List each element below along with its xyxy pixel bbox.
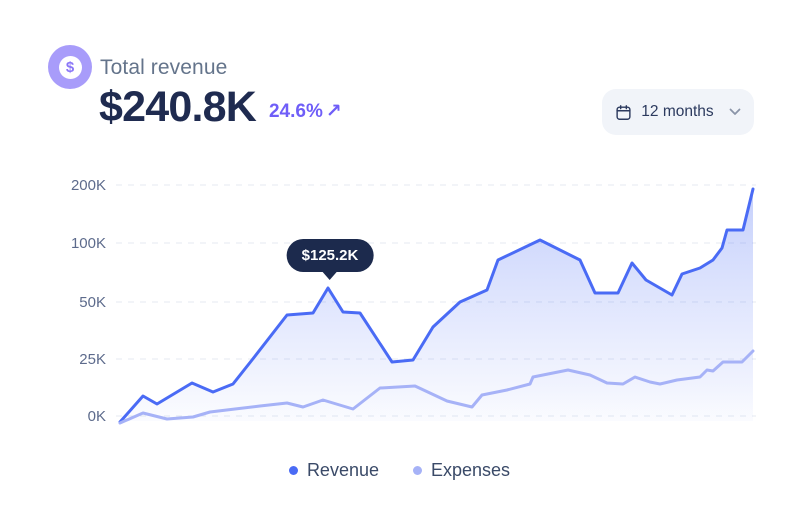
legend-item-revenue[interactable]: Revenue (288, 460, 379, 481)
total-revenue-value: $240.8K (99, 83, 257, 131)
revenue-dot-icon (288, 466, 298, 475)
tooltip-value: $125.2K (301, 247, 359, 264)
legend-label-revenue: Revenue (306, 460, 379, 480)
chevron-down-icon (729, 108, 741, 116)
y-tick-label: 0K (88, 408, 106, 425)
chart-tooltip: $125.2K (286, 239, 374, 272)
period-label: 12 months (641, 103, 714, 120)
trend-up-arrow-icon: ↗ (325, 101, 342, 123)
expenses-dot-icon (413, 466, 422, 475)
card-title: Total revenue (100, 56, 228, 79)
revenue-line (118, 187, 755, 424)
change-percent: 24.6% (268, 100, 323, 122)
y-tick-label: 200K (71, 177, 106, 194)
calendar-icon (615, 104, 632, 121)
dollar-symbol: $ (58, 55, 82, 79)
chart-legend: Revenue Expenses (0, 460, 799, 481)
legend-item-expenses[interactable]: Expenses (413, 460, 510, 481)
value-row: $240.8K 24.6% ↗ (99, 83, 342, 131)
expenses-line (118, 349, 755, 425)
revenue-area (120, 189, 753, 422)
period-selector[interactable]: 12 months (602, 89, 754, 135)
y-tick-label: 100K (71, 235, 106, 252)
dollar-badge-icon: $ (48, 45, 92, 89)
y-tick-label: 25K (79, 351, 106, 368)
change-badge: 24.6% ↗ (269, 100, 342, 130)
legend-label-expenses: Expenses (431, 460, 511, 480)
y-tick-label: 50K (79, 294, 106, 311)
